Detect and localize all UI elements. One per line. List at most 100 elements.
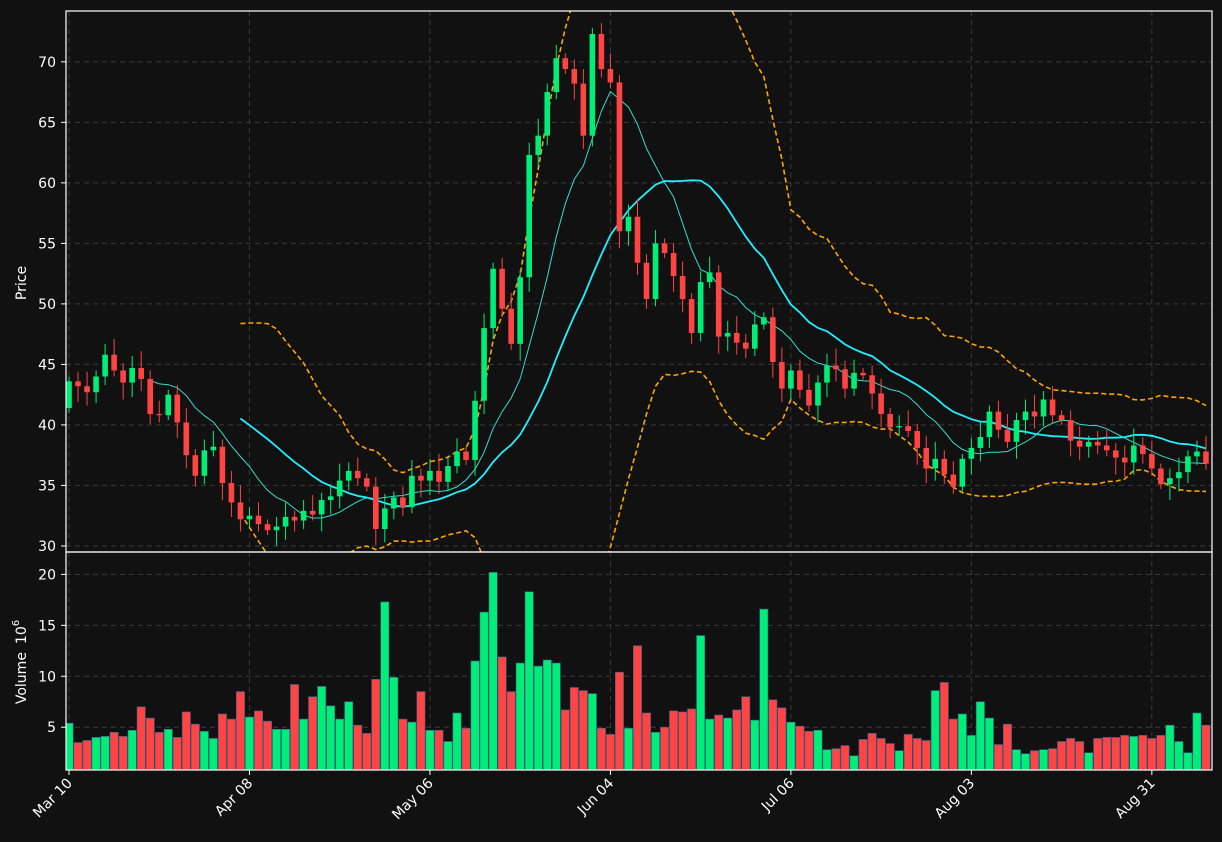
volume-bar bbox=[91, 737, 101, 770]
volume-bar bbox=[1120, 735, 1130, 770]
candle-body bbox=[327, 496, 334, 500]
candle-body bbox=[526, 155, 533, 278]
candle-body bbox=[562, 58, 569, 70]
volume-bar bbox=[624, 727, 633, 770]
volume-bar bbox=[741, 696, 751, 770]
volume-bar bbox=[488, 572, 498, 770]
price-tick-label: 40 bbox=[38, 418, 56, 434]
volume-bar bbox=[750, 719, 760, 770]
candle-body bbox=[66, 381, 72, 408]
bollinger-bands bbox=[239, 11, 1207, 552]
candle-body bbox=[1185, 456, 1191, 473]
price-tick-label: 35 bbox=[38, 478, 56, 494]
candle-body bbox=[977, 437, 984, 448]
candle-body bbox=[553, 58, 560, 93]
volume-bar bbox=[1174, 741, 1184, 770]
volume-bar bbox=[1093, 738, 1103, 770]
candle-body bbox=[616, 82, 623, 232]
volume-bar bbox=[118, 736, 128, 770]
volume-bar bbox=[299, 718, 309, 770]
candle-body bbox=[544, 92, 551, 136]
candle-body bbox=[1121, 457, 1128, 463]
candle-body bbox=[679, 276, 686, 300]
volume-bar bbox=[272, 728, 281, 770]
volume-bar bbox=[524, 591, 534, 770]
price-grid bbox=[66, 11, 1212, 552]
volume-bar bbox=[190, 723, 200, 770]
volume-bar bbox=[786, 721, 796, 770]
volume-bar bbox=[154, 732, 164, 770]
candle-body bbox=[517, 277, 523, 344]
volume-bar bbox=[1021, 753, 1030, 770]
candle-body bbox=[409, 475, 415, 508]
volume-bar bbox=[822, 749, 832, 770]
volume-bar bbox=[1192, 712, 1202, 770]
volume-bar bbox=[145, 717, 155, 770]
candle-body bbox=[869, 375, 875, 394]
candle-body bbox=[643, 262, 650, 300]
volume-bar bbox=[542, 659, 552, 770]
volume-bar bbox=[605, 734, 615, 770]
volume-bar bbox=[533, 665, 543, 770]
volume-bar bbox=[669, 710, 679, 770]
candle-body bbox=[995, 411, 1002, 430]
volume-bar bbox=[1147, 738, 1157, 770]
candle-body bbox=[472, 400, 478, 461]
price-tick-label: 50 bbox=[38, 297, 56, 313]
candle-body bbox=[246, 515, 253, 520]
price-tick-label: 65 bbox=[38, 115, 56, 131]
candle-body bbox=[607, 69, 614, 83]
candle-body bbox=[851, 372, 857, 389]
volume-bar bbox=[948, 718, 958, 770]
candle-body bbox=[815, 382, 821, 406]
candles bbox=[66, 23, 1209, 546]
volume-bar bbox=[804, 730, 814, 770]
candle-body bbox=[192, 455, 199, 476]
candle-body bbox=[1076, 440, 1083, 447]
candle-body bbox=[111, 354, 117, 371]
volume-bar bbox=[335, 718, 345, 770]
volume-bar bbox=[326, 705, 336, 770]
volume-bar bbox=[1003, 723, 1012, 770]
volume-bar bbox=[678, 711, 688, 770]
volume-bar bbox=[199, 730, 209, 770]
volume-bar bbox=[1084, 752, 1094, 770]
candle-body bbox=[697, 282, 704, 333]
volume-bar bbox=[506, 691, 516, 770]
volume-bar bbox=[208, 738, 218, 770]
volume-bar bbox=[344, 701, 354, 770]
volume-panel: 5 10 15 20 Volume106 bbox=[11, 551, 1213, 771]
candle-body bbox=[1094, 441, 1101, 446]
volume-bar bbox=[398, 718, 408, 770]
candle-body bbox=[670, 253, 677, 277]
price-axis-label: Price bbox=[14, 266, 30, 300]
candle-body bbox=[1022, 411, 1029, 421]
volume-bar bbox=[569, 687, 579, 770]
candle-body bbox=[535, 135, 542, 156]
volume-y-ticks: 5 10 15 20 bbox=[38, 567, 66, 736]
volume-bar bbox=[732, 709, 742, 770]
volume-bar bbox=[894, 750, 904, 770]
candle-body bbox=[237, 502, 244, 520]
candle-body bbox=[661, 243, 668, 254]
volume-bar bbox=[470, 660, 480, 770]
price-tick-label: 30 bbox=[38, 539, 56, 555]
candle-body bbox=[1140, 445, 1146, 454]
volume-bar bbox=[840, 745, 850, 770]
candle-body bbox=[463, 451, 469, 461]
candle-body bbox=[1203, 451, 1209, 464]
candle-body bbox=[436, 470, 442, 482]
candle-body bbox=[941, 458, 948, 475]
candle-body bbox=[788, 370, 794, 389]
volume-bar bbox=[984, 717, 994, 770]
volume-bar bbox=[235, 691, 245, 770]
price-tick-label: 45 bbox=[38, 357, 56, 373]
candle-body bbox=[345, 470, 352, 481]
candle-body bbox=[1176, 472, 1182, 479]
volume-bar bbox=[867, 733, 877, 770]
volume-bar bbox=[263, 720, 272, 770]
volume-bar bbox=[425, 729, 435, 770]
candle-body bbox=[1130, 445, 1137, 463]
candle-body bbox=[120, 370, 126, 383]
candle-body bbox=[300, 510, 307, 521]
